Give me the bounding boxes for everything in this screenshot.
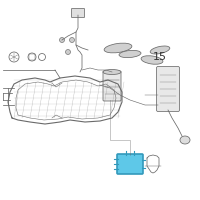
Text: 15: 15 <box>153 52 167 62</box>
FancyBboxPatch shape <box>103 71 121 101</box>
Ellipse shape <box>180 136 190 144</box>
Circle shape <box>60 38 64 43</box>
Ellipse shape <box>103 70 121 74</box>
Circle shape <box>66 49 70 54</box>
FancyBboxPatch shape <box>72 8 84 18</box>
Ellipse shape <box>141 56 163 64</box>
Ellipse shape <box>150 46 170 54</box>
FancyBboxPatch shape <box>156 66 180 112</box>
Circle shape <box>70 38 74 43</box>
FancyBboxPatch shape <box>117 154 143 174</box>
Ellipse shape <box>104 43 132 53</box>
Ellipse shape <box>119 50 141 58</box>
